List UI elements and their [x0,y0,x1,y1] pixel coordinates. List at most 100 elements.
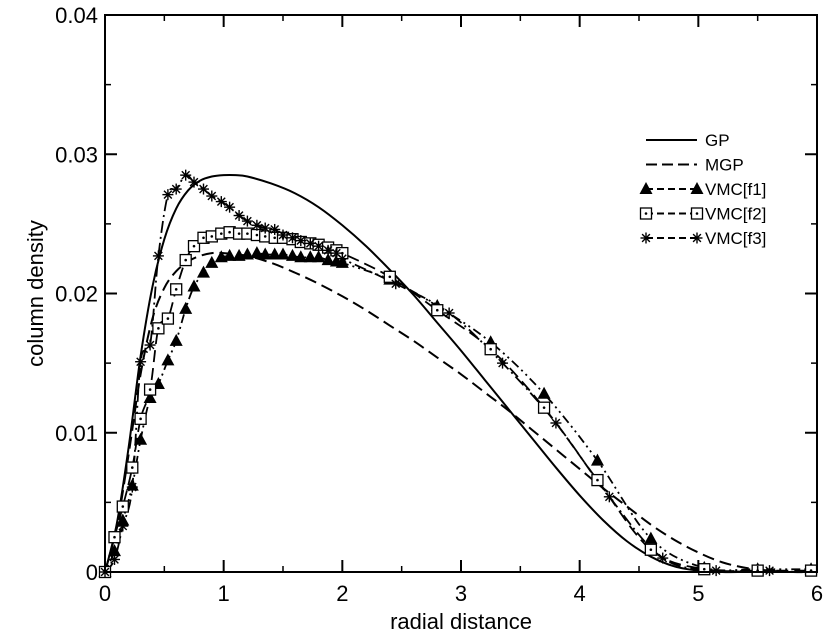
data-point-vmc-f3- [108,553,120,565]
data-point-vmc-f3- [144,339,156,351]
data-point-vmc-f3- [206,190,218,202]
legend-marker [691,232,703,244]
x-axis-label: radial distance [390,609,532,634]
y-tick-label: 0.01 [55,421,98,446]
data-point-vmc-f2- [161,312,175,325]
legend-marker [640,232,652,244]
data-point-vmc-f1- [179,301,193,314]
legend-marker [639,182,653,194]
data-point-vmc-f3- [162,189,174,201]
x-tick-label: 3 [455,581,467,606]
data-point-vmc-f3- [390,278,402,290]
data-point-vmc-f3- [313,240,325,252]
data-point-vmc-f2- [116,500,129,513]
y-tick-label: 0.02 [55,282,98,307]
data-point-vmc-f3- [188,176,200,188]
legend-label: VMC[f2] [705,205,766,224]
series-line-gp [104,173,817,574]
data-point-vmc-f3- [497,357,509,369]
data-point-vmc-f2- [143,383,157,396]
data-point-vmc-f3- [304,237,316,249]
data-point-vmc-f3- [286,232,298,244]
data-point-vmc-f1- [590,453,604,466]
data-point-vmc-f3- [295,235,307,247]
data-point-vmc-f3- [269,223,281,235]
data-point-vmc-f1- [312,250,326,263]
legend-entry: MGP [646,156,744,175]
data-point-vmc-f3- [251,219,263,231]
data-point-vmc-f3- [336,253,348,265]
data-point-vmc-f1- [187,279,201,292]
data-point-vmc-f3- [215,196,227,208]
series-line-vmc-f1- [104,252,812,573]
data-point-vmc-f3- [241,215,253,227]
legend-entry: VMC[f1] [639,180,766,199]
legend-label: VMC[f1] [705,180,766,199]
y-tick-label: 0.03 [55,142,98,167]
y-tick-label: 0.04 [55,3,98,28]
data-point-vmc-f1- [258,247,272,260]
data-point-vmc-f1- [294,250,308,263]
legend-marker [690,207,704,220]
series-line-vmc-f3- [104,174,770,573]
legend-marker [639,207,653,220]
data-point-vmc-f3- [233,210,245,222]
data-point-vmc-f3- [603,491,615,503]
data-point-vmc-f3- [657,552,669,564]
x-tick-label: 4 [574,581,586,606]
data-point-vmc-f2- [126,461,139,474]
data-point-vmc-f1- [107,544,121,557]
data-point-vmc-f3- [152,250,164,262]
data-point-vmc-f2- [383,270,396,283]
data-point-vmc-f1- [250,246,264,259]
data-point-vmc-f2- [134,412,147,425]
data-point-vmc-f1- [285,248,299,261]
data-point-vmc-f3- [277,229,289,241]
data-point-vmc-f3- [135,356,147,368]
x-tick-label: 2 [336,581,348,606]
legend-label: GP [705,131,730,150]
legend: GP MGP VMC[f1] VMC[f2] VMC[f3] [639,131,766,248]
data-point-vmc-f1- [268,247,282,260]
data-point-vmc-f1- [169,333,183,346]
data-point-vmc-f1- [134,432,148,445]
data-point-vmc-f2- [431,304,444,317]
data-point-vmc-f3- [126,481,138,493]
data-point-vmc-f1- [303,250,317,263]
data-point-vmc-f3- [443,307,455,319]
plot-frame [104,14,818,573]
data-point-vmc-f1- [143,390,157,403]
legend-label: MGP [705,156,744,175]
data-point-vmc-f3- [117,520,129,532]
data-point-vmc-f2- [644,543,658,556]
data-point-vmc-f1- [644,531,658,544]
data-point-vmc-f2- [170,283,183,296]
legend-label: VMC[f3] [705,229,766,248]
data-point-vmc-f1- [276,247,290,260]
data-point-vmc-f3- [259,222,271,234]
data-point-vmc-f3- [710,565,722,577]
data-point-vmc-f1- [161,353,175,366]
data-point-vmc-f1- [223,248,237,261]
data-point-vmc-f2- [591,473,604,487]
legend-marker [690,182,704,194]
data-point-vmc-f3- [180,169,192,181]
x-tick-label: 6 [811,581,823,606]
data-point-vmc-f1- [196,265,210,278]
axis-ticks [104,14,818,573]
data-point-vmc-f2- [804,564,818,577]
data-point-vmc-f2- [179,253,192,267]
x-tick-label: 1 [218,581,230,606]
legend-entry: VMC[f2] [639,205,766,224]
data-point-vmc-f2- [187,240,201,253]
data-point-vmc-f1- [240,247,254,260]
data-point-vmc-f2- [484,343,497,356]
x-tick-label: 5 [692,581,704,606]
data-point-vmc-f3- [224,201,236,213]
series-line-mgp [104,251,818,574]
data-point-vmc-f2- [537,401,551,414]
data-point-vmc-f3- [322,244,334,256]
data-point-vmc-f3- [197,183,209,195]
data-point-vmc-f3- [550,417,562,429]
